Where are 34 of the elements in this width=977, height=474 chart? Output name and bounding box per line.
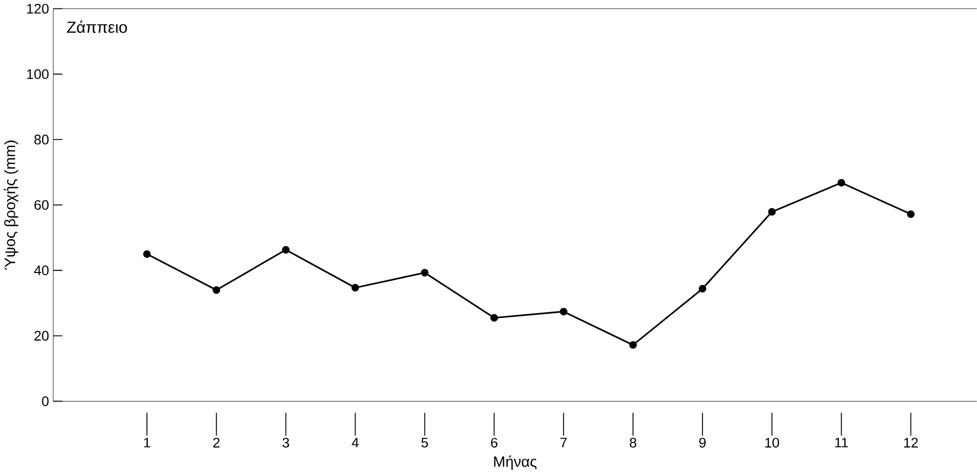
point	[907, 210, 915, 218]
x-tick-label: 9	[699, 438, 706, 448]
x-tick-label: 8	[630, 438, 636, 448]
x-tick-label: 5	[421, 438, 428, 448]
x-axis-title: Μήνας	[494, 456, 537, 470]
y-tick-label: 60	[34, 200, 49, 210]
y-tick-label: 20	[34, 331, 49, 341]
y-axis-title: Ύψος βροχής (mm)	[4, 140, 18, 270]
x-tick-label: 12	[904, 438, 918, 448]
x-tick-label: 3	[282, 438, 290, 448]
y-tick-label: 80	[34, 134, 49, 145]
point	[560, 308, 568, 316]
y-tick-label: 120	[27, 4, 49, 14]
x-tick-label: 10	[765, 438, 780, 448]
point	[143, 250, 151, 258]
point	[420, 269, 429, 277]
point	[838, 179, 846, 187]
x-tick-label: 4	[352, 438, 359, 448]
x-tick-label: 11	[835, 438, 848, 448]
x-tick-label: 7	[560, 438, 567, 448]
y-tick-label: 40	[34, 266, 49, 276]
point	[351, 284, 360, 292]
y-tick-label: 0	[42, 396, 49, 406]
point	[629, 341, 637, 349]
point	[212, 286, 220, 294]
point	[768, 208, 776, 216]
x-tick-label: 1	[144, 438, 150, 448]
y-tick-label: 100	[27, 69, 49, 80]
x-tick-label: 6	[491, 438, 498, 448]
point	[490, 314, 498, 322]
point	[282, 246, 290, 254]
point	[698, 285, 706, 293]
x-tick-label: 2	[213, 438, 220, 448]
text: Ζάππειο	[67, 20, 127, 34]
